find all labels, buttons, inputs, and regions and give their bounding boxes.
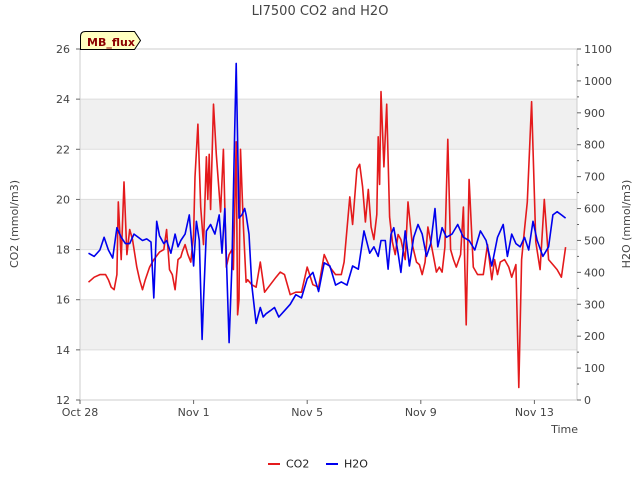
y-right-tick-label: 500 xyxy=(584,234,605,247)
y-left-tick-label: 12 xyxy=(56,394,70,407)
y-right-tick-label: 400 xyxy=(584,266,605,279)
x-tick-label: Oct 28 xyxy=(62,406,99,419)
plot-background xyxy=(80,99,577,350)
badge: MB_flux xyxy=(80,31,142,50)
background-band xyxy=(80,99,577,150)
x-tick-label: Nov 1 xyxy=(178,406,210,419)
y-left-tick-label: 18 xyxy=(56,244,70,257)
y-right-tick-label: 800 xyxy=(584,139,605,152)
x-axis-title: Time xyxy=(550,423,578,436)
x-tick-label: Nov 9 xyxy=(405,406,437,419)
series-line-h2o xyxy=(88,62,567,344)
y-axis-right-title: H2O (mmol/m3) xyxy=(620,180,633,269)
x-tick-label: Nov 5 xyxy=(291,406,323,419)
x-axis-ticks: Oct 28 Nov 1 Nov 5 Nov 9 Nov 13 xyxy=(62,400,554,419)
y-axis-left-title: CO2 (mmol/m3) xyxy=(8,180,21,268)
right-axis-ticks: 0 100 200 300 400 500 600 700 800 900 1000 1100 xyxy=(577,43,612,407)
y-left-tick-label: 20 xyxy=(56,193,70,206)
y-right-tick-label: 900 xyxy=(584,107,605,120)
series-group xyxy=(87,62,567,389)
x-tick-label: Nov 13 xyxy=(515,406,554,419)
y-right-tick-label: 600 xyxy=(584,203,605,216)
y-left-tick-label: 22 xyxy=(56,143,70,156)
chart-title: LI7500 CO2 and H2O xyxy=(252,4,389,19)
y-right-tick-label: 200 xyxy=(584,330,605,343)
y-right-tick-label: 1100 xyxy=(584,43,612,56)
y-left-tick-label: 14 xyxy=(56,344,70,357)
badge-label: MB_flux xyxy=(87,36,135,49)
legend: CO2 H2O xyxy=(268,458,368,471)
background-band xyxy=(80,299,577,350)
y-right-tick-label: 700 xyxy=(584,171,605,184)
series-line-co2 xyxy=(87,90,567,389)
y-right-tick-label: 0 xyxy=(584,394,591,407)
y-left-tick-label: 26 xyxy=(56,43,70,56)
y-right-tick-label: 100 xyxy=(584,362,605,375)
legend-label-co2: CO2 xyxy=(286,458,309,471)
left-axis-ticks: 12 14 16 18 20 22 24 26 xyxy=(56,43,80,407)
legend-label-h2o: H2O xyxy=(344,458,368,471)
y-left-tick-label: 16 xyxy=(56,294,70,307)
y-left-tick-label: 24 xyxy=(56,93,70,106)
badge-shape xyxy=(80,31,142,50)
y-right-tick-label: 1000 xyxy=(584,75,612,88)
y-right-tick-label: 300 xyxy=(584,298,605,311)
